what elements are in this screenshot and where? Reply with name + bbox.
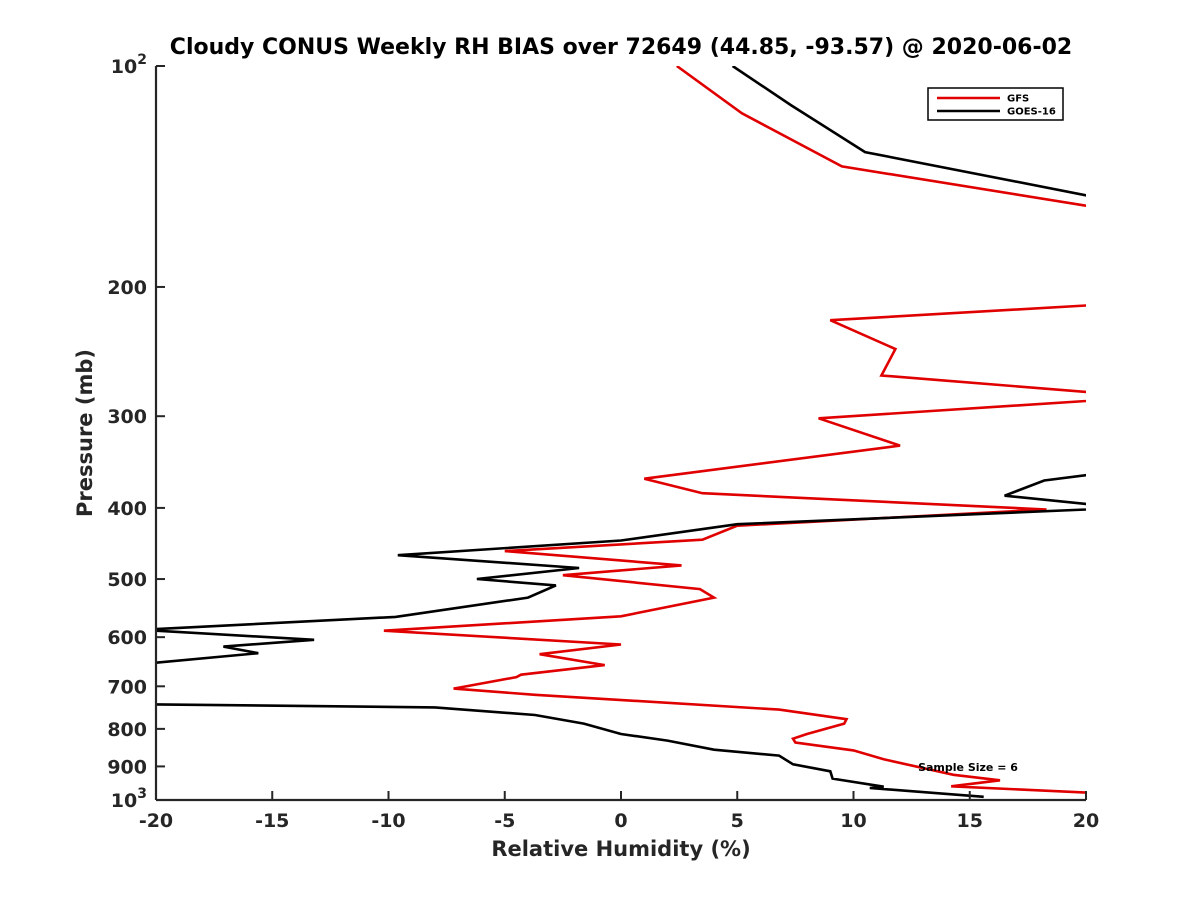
- axes: [154, 66, 1086, 802]
- y-axis-label: Pressure (mb): [73, 349, 97, 517]
- series-line-goes-16: [156, 66, 1086, 799]
- x-tick-label: -10: [371, 810, 405, 832]
- y-tick-label: 700: [107, 676, 147, 698]
- x-axis-label: Relative Humidity (%): [491, 837, 750, 861]
- legend-label-gfs: GFS: [1007, 94, 1029, 105]
- y-tick-label: 200: [107, 277, 147, 299]
- x-tick-label: 10: [840, 810, 866, 832]
- legend-box: [927, 87, 1064, 121]
- series-line-gfs: [383, 66, 1086, 794]
- y-tick-label: 600: [107, 627, 147, 649]
- y-tick-label: 400: [107, 498, 147, 520]
- y-tick-label: 900: [107, 756, 147, 778]
- x-tick-label: -15: [255, 810, 289, 832]
- y-tick-label: 500: [107, 569, 147, 591]
- x-tick-label: -5: [494, 810, 515, 832]
- x-tick-label: 15: [957, 810, 983, 832]
- y-tick-label: 300: [107, 406, 147, 428]
- legend-label-goes-16: GOES-16: [1007, 107, 1056, 118]
- chart-title: Cloudy CONUS Weekly RH BIAS over 72649 (…: [170, 35, 1072, 60]
- x-tick-label: 0: [614, 810, 627, 832]
- y-tick-label: 102: [111, 52, 147, 78]
- x-tick-label: 5: [731, 810, 744, 832]
- sample-size-annotation: Sample Size = 6: [918, 761, 1018, 774]
- x-tick-label: 20: [1073, 810, 1099, 832]
- x-tick-label: -20: [139, 810, 173, 832]
- y-tick-label: 103: [111, 786, 147, 812]
- tick-layer: -20 -15 -10 -5 0 5 10 15 20 102 200 300 400 500 600 700…: [107, 52, 1099, 832]
- y-tick-label: 800: [107, 719, 147, 741]
- legend: GFS GOES-16: [927, 87, 1064, 121]
- series-layer: [156, 66, 1086, 799]
